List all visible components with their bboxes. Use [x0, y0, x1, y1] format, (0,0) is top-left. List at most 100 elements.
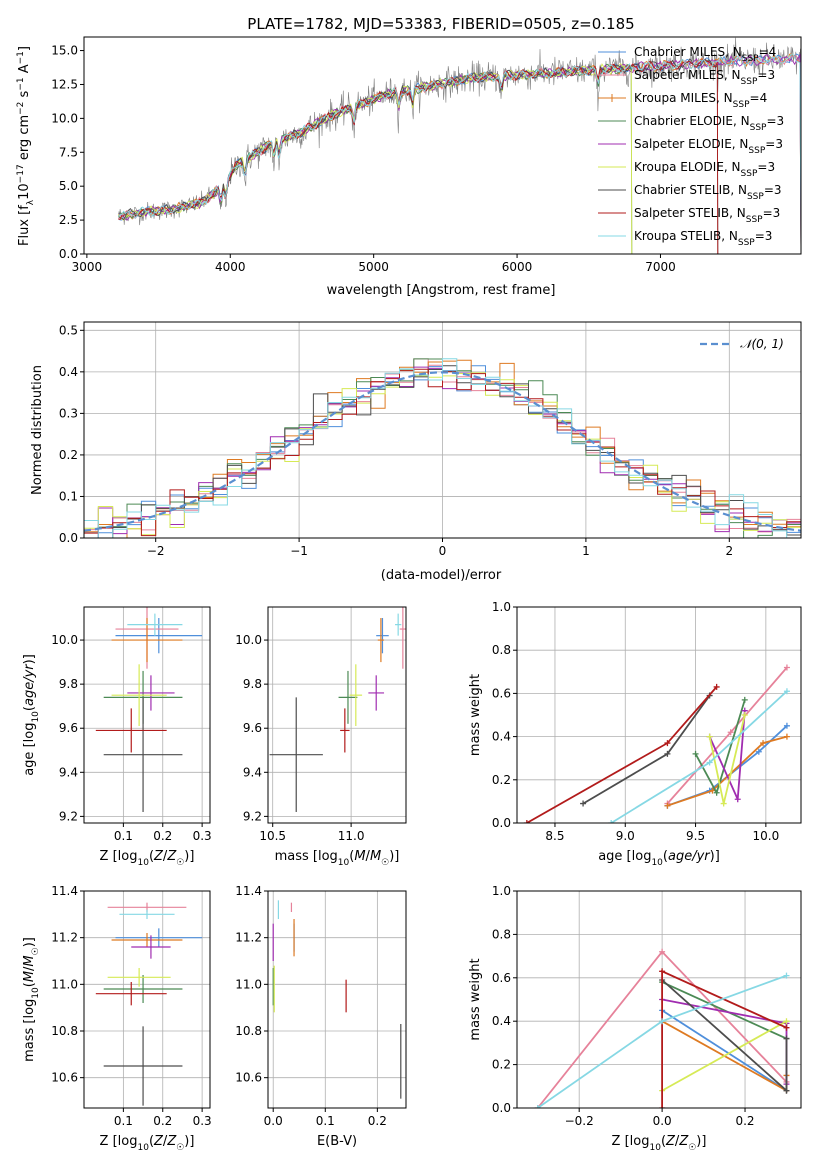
x-axis-label: E(B-V) [317, 1134, 357, 1149]
y-tick-label: 10.6 [235, 1071, 262, 1085]
model-spectrum-salpeter_stelib [118, 59, 719, 254]
axes-frame [83, 36, 802, 255]
legend-label-salpeter_elodie: Salpeter ELODIE, NSSP=3 [634, 137, 783, 156]
y-axis-label: mass [log10(M/M☉)] [22, 937, 41, 1062]
x-axis-label: age [log10(age/yr)] [598, 849, 720, 868]
axes-age_vs_mass: 10.5 11.0 9.2 9.4 9.6 9.8 10.0 mass [log10(M/M☉… [235, 606, 407, 868]
y-tick-label: 0.3 [59, 406, 78, 420]
x-tick-label: −1 [290, 544, 308, 558]
legend-label-salpeter_miles: Salpeter MILES, NSSP=3 [634, 68, 775, 87]
x-axis-label: wavelength [Angstrom, rest frame] [327, 283, 556, 298]
x-tick-label: 10.0 [752, 829, 779, 843]
data-point-marker [783, 1024, 790, 1031]
data-point-marker [783, 1018, 790, 1025]
data-point-marker [783, 972, 790, 979]
data-point-marker [783, 1035, 790, 1042]
y-tick-label: 0.5 [59, 323, 78, 337]
y-tick-label: 9.6 [59, 721, 78, 735]
y-tick-label: 11.0 [51, 977, 78, 991]
y-axis-label: age [log10(age/yr)] [22, 654, 41, 776]
model-spectrum-salpeter_elodie [118, 53, 801, 254]
axes-frame [267, 606, 407, 824]
y-tick-label: 9.4 [59, 765, 78, 779]
data-point-marker [659, 948, 666, 955]
weight-line-chabrier_stelib [661, 979, 788, 1093]
y-tick-label: 0.4 [59, 365, 78, 379]
data-point-marker [659, 968, 666, 975]
x-axis-label: Z [log10(Z/Z☉)] [100, 849, 195, 868]
legend-label-chabrier_elodie: Chabrier ELODIE, NSSP=3 [634, 114, 784, 133]
x-tick-label: 8.5 [545, 829, 564, 843]
y-tick-label: 5.0 [59, 179, 78, 193]
y-tick-label: 9.2 [243, 809, 262, 823]
axes-frame [83, 321, 802, 539]
legend-label-salpeter_stelib: Salpeter STELIB, NSSP=3 [634, 206, 780, 225]
y-tick-label: 11.4 [235, 884, 262, 898]
data-point-marker [659, 1105, 666, 1108]
y-tick-label: 9.4 [243, 765, 262, 779]
data-point-marker [664, 802, 671, 809]
x-tick-label: 0.0 [653, 1114, 672, 1128]
y-tick-label: 9.8 [59, 677, 78, 691]
x-tick-label: 0.1 [316, 1114, 335, 1128]
weight-line-salpeter_stelib [661, 969, 787, 1108]
y-tick-label: 2.5 [59, 213, 78, 227]
data-point-marker [523, 820, 530, 823]
weight-line-chabrier_stelib [582, 695, 711, 805]
plot-area-weight_vs_age [517, 607, 801, 823]
data-point-marker [727, 729, 734, 736]
data-point-marker [659, 1018, 666, 1025]
x-tick-label: 0.2 [153, 829, 172, 843]
data-point-marker [713, 683, 720, 690]
axes-weight_vs_age: 8.5 9.0 9.5 10.0 0.0 0.2 0.4 0.6 0.8 1.0 age [log1… [468, 600, 802, 868]
x-tick-label: 9.0 [616, 829, 635, 843]
y-tick-label: 10.0 [51, 111, 78, 125]
x-tick-label: 0.1 [114, 829, 133, 843]
legend-label-kroupa_miles: Kroupa MILES, NSSP=4 [634, 91, 767, 110]
x-tick-label: −2 [147, 544, 165, 558]
y-axis-label: Normed distribution [30, 365, 45, 495]
x-axis-label: Z [log10(Z/Z☉)] [612, 1134, 707, 1153]
axes-mass_vs_Z: 0.1 0.2 0.3 10.6 10.8 11.0 11.2 11.4 Z [log10(Z/… [22, 884, 212, 1153]
plot-area-spectrum [118, 37, 801, 254]
legend-label-kroupa_stelib: Kroupa STELIB, NSSP=3 [634, 229, 772, 248]
y-tick-label: 10.8 [235, 1024, 262, 1038]
y-tick-label: 0.4 [492, 730, 511, 744]
data-point-marker [713, 789, 720, 796]
y-tick-label: 11.2 [51, 931, 78, 945]
y-tick-label: 0.2 [59, 448, 78, 462]
data-point-marker [783, 722, 790, 729]
histogram-step-kroupa_stelib [84, 358, 801, 538]
data-point-marker [741, 696, 748, 703]
y-tick-label: 11.4 [51, 884, 78, 898]
model-spectrum-kroupa_stelib [118, 53, 801, 254]
axes-mass_vs_ebv: 0.0 0.1 0.2 10.6 10.8 11.0 11.2 11.4 E(B-V) [235, 884, 407, 1149]
y-axis-label: Flux [fλ10−17 erg cm−2 s−1 A−1] [16, 46, 36, 246]
model-spectrum-salpeter_miles [118, 54, 801, 254]
y-tick-label: 0.4 [492, 1014, 511, 1028]
chart-title: PLATE=1782, MJD=53383, FIBERID=0505, z=0… [247, 15, 634, 33]
plot-area-age_vs_Z [84, 607, 210, 823]
y-tick-label: 1.0 [492, 884, 511, 898]
y-axis-label: mass weight [468, 674, 483, 756]
y-tick-label: 12.5 [51, 77, 78, 91]
y-tick-label: 10.0 [51, 633, 78, 647]
data-point-marker [760, 740, 767, 747]
x-tick-label: 6000 [502, 260, 533, 274]
legend-label-chabrier_miles: Chabrier MILES, NSSP=4 [634, 45, 776, 64]
axes-residuals: −2 −1 0 1 2 0.0 0.1 0.2 0.3 0.4 0.5 𝒩(0, 1) (data-mo… [30, 321, 802, 583]
y-tick-label: 0.2 [492, 773, 511, 787]
weight-line-salpeter_miles [666, 666, 788, 805]
y-tick-label: 0.0 [59, 531, 78, 545]
data-point-marker [706, 759, 713, 766]
data-point-marker [706, 733, 713, 740]
legend-label-chabrier_stelib: Chabrier STELIB, NSSP=3 [634, 183, 782, 202]
x-tick-label: −0.2 [565, 1114, 594, 1128]
y-tick-label: 10.8 [51, 1024, 78, 1038]
x-tick-label: 5000 [358, 260, 389, 274]
y-tick-label: 0.8 [492, 643, 511, 657]
x-tick-label: 0.0 [264, 1114, 283, 1128]
plot-area-residuals [84, 322, 801, 538]
y-tick-label: 11.2 [235, 931, 262, 945]
